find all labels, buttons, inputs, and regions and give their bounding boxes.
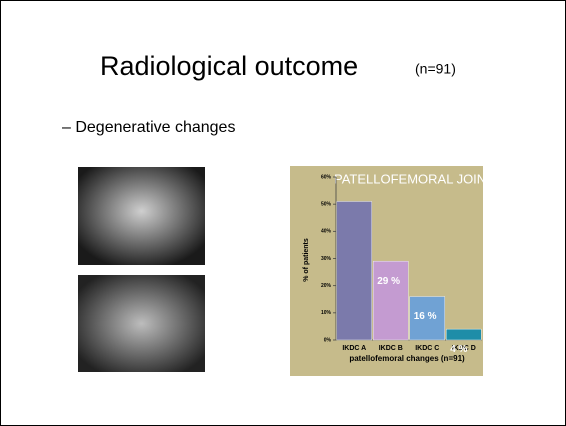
xray-image — [78, 167, 205, 265]
slide-title: Radiological outcome — [100, 51, 358, 81]
value-label: 29 % — [377, 276, 400, 287]
value-label: 4 % — [450, 344, 467, 355]
bullet: – Degenerative changes — [62, 119, 235, 136]
x-tick-label: IKDC C — [415, 345, 439, 352]
slide: Radiological outcome (n=91) – Degenerati… — [0, 0, 566, 426]
slide-title-note: (n=91) — [415, 61, 456, 77]
x-axis-label: patellofemoral changes (n=91) — [349, 354, 465, 363]
y-tick-label: 0% — [324, 337, 332, 343]
bar — [373, 261, 408, 340]
x-tick-label: IKDC B — [379, 345, 403, 352]
xray-image — [78, 275, 205, 372]
chart-title: PATELLOFEMORAL JOINT — [334, 171, 494, 186]
y-tick-label: 20% — [321, 283, 332, 289]
y-tick-label: 60% — [321, 174, 332, 180]
y-tick-label: 40% — [321, 229, 332, 235]
x-tick-label: IKDC A — [342, 345, 366, 352]
bar — [446, 329, 481, 340]
bar — [337, 201, 372, 340]
y-tick-label: 50% — [321, 201, 332, 207]
value-label: 16 % — [414, 311, 437, 322]
y-tick-label: 10% — [321, 310, 332, 316]
y-tick-label: 30% — [321, 256, 332, 262]
y-axis-label: % of patients — [303, 238, 310, 282]
